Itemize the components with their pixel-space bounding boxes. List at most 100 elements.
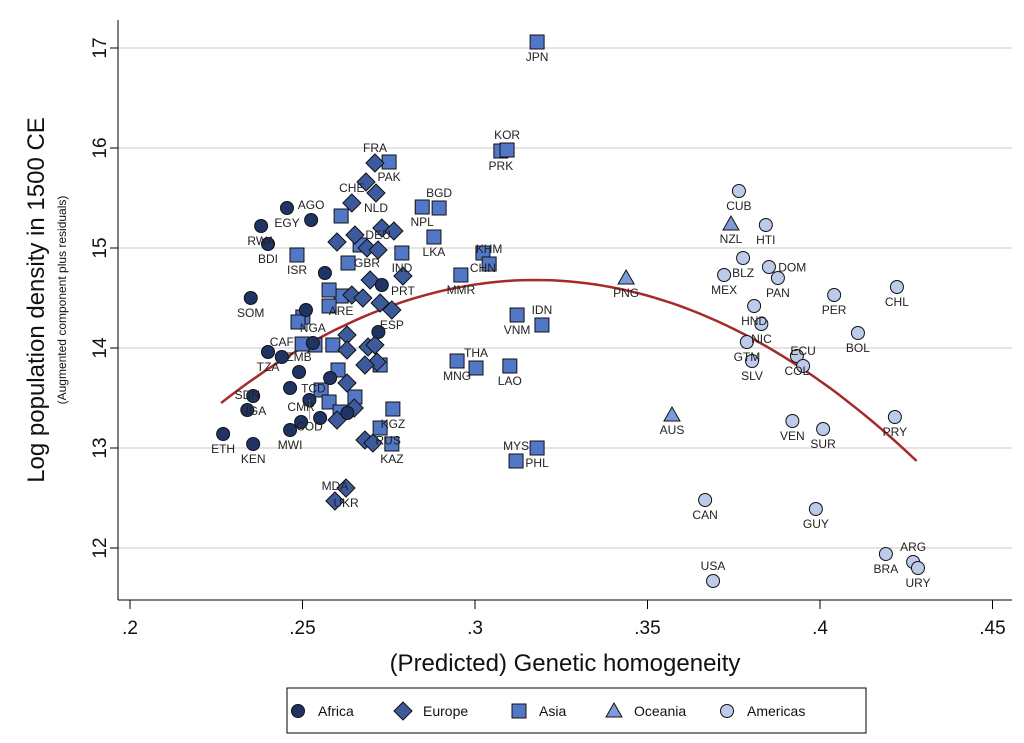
point-label: ISR — [287, 263, 307, 277]
point-label: SUR — [810, 437, 836, 451]
point-asia — [372, 420, 388, 436]
point-americas — [761, 260, 776, 274]
legend-label: Americas — [747, 703, 805, 719]
point-europe — [325, 491, 345, 511]
point-label: EGY — [274, 216, 299, 230]
point-label: PER — [822, 303, 847, 317]
circle-icon — [720, 704, 734, 718]
point-africa — [240, 403, 255, 417]
point-europe — [370, 293, 390, 313]
point-label: KAZ — [380, 452, 403, 466]
point-label: COD — [296, 420, 323, 434]
point-label: CHL — [885, 295, 909, 309]
point-oceania — [722, 214, 740, 231]
point-americas — [770, 271, 785, 285]
point-asia — [534, 317, 550, 333]
triangle-icon — [605, 701, 623, 718]
point-label: HND — [741, 314, 767, 328]
y-tick-label: 15 — [90, 237, 111, 258]
point-label: COL — [785, 364, 810, 378]
point-label: UKR — [333, 496, 359, 510]
point-label: CAN — [692, 508, 717, 522]
point-label: KGZ — [381, 417, 406, 431]
point-label: IND — [392, 261, 413, 275]
point-label: MNG — [443, 369, 471, 383]
point-label: LKA — [423, 245, 446, 259]
point-label: GUY — [803, 517, 829, 531]
point-label: JPN — [526, 50, 549, 64]
point-americas — [889, 280, 904, 294]
point-africa — [374, 278, 389, 292]
point-label: HTI — [756, 233, 775, 247]
point-europe — [342, 193, 362, 213]
point-label: ECU — [790, 344, 815, 358]
point-asia — [426, 229, 442, 245]
point-europe — [356, 172, 376, 192]
point-label: RWA — [247, 234, 274, 248]
y-tick-label: 17 — [90, 37, 111, 58]
point-africa — [317, 266, 332, 280]
point-oceania — [617, 268, 635, 285]
x-tick-label: .35 — [634, 618, 660, 639]
point-europe — [384, 221, 404, 241]
point-label: AUS — [660, 423, 685, 437]
x-tick-label: .4 — [812, 618, 828, 639]
point-europe — [360, 270, 380, 290]
point-africa — [243, 291, 258, 305]
point-label: MMR — [447, 283, 476, 297]
point-label: DOM — [778, 261, 806, 275]
point-asia — [502, 358, 518, 374]
point-label: ESP — [380, 318, 404, 332]
point-asia — [313, 382, 329, 398]
legend-label: Africa — [318, 703, 354, 719]
point-asia — [325, 337, 341, 353]
point-europe — [368, 240, 388, 260]
point-asia — [394, 245, 410, 261]
point-americas — [698, 493, 713, 507]
legend: Africa Europe Asia Oceania Americas — [286, 687, 867, 734]
point-label: BOL — [846, 341, 870, 355]
point-asia — [449, 353, 465, 369]
point-africa — [304, 213, 319, 227]
point-africa — [279, 201, 294, 215]
point-europe — [336, 478, 356, 498]
point-label: USA — [701, 559, 726, 573]
point-label: KOR — [494, 128, 520, 142]
legend-item-europe: Europe — [393, 701, 468, 721]
y-tick-label: 13 — [90, 437, 111, 458]
point-label: MEX — [711, 283, 737, 297]
point-europe — [345, 225, 365, 245]
point-europe — [365, 153, 385, 173]
point-americas — [736, 251, 751, 265]
point-label: KHM — [476, 242, 503, 256]
diamond-icon — [393, 701, 413, 721]
point-africa — [283, 381, 298, 395]
x-tick-label: .45 — [979, 618, 1005, 639]
point-africa — [340, 406, 355, 420]
point-africa — [261, 345, 275, 359]
y-axis-subtitle: (Augmented component plus residuals) — [55, 196, 69, 405]
point-label: BDI — [258, 252, 278, 266]
point-africa — [254, 219, 269, 233]
point-africa — [371, 325, 386, 339]
point-label: ARE — [329, 304, 354, 318]
point-label: NLD — [364, 201, 388, 215]
point-label: VEN — [780, 429, 805, 443]
x-axis-title: (Predicted) Genetic homogeneity — [390, 650, 741, 677]
legend-item-oceania: Oceania — [605, 701, 686, 719]
point-asia — [340, 255, 356, 271]
point-africa — [292, 365, 307, 379]
point-label: DEU — [365, 228, 390, 242]
point-label: ZMB — [286, 350, 311, 364]
point-label: CUB — [726, 199, 751, 213]
point-americas — [758, 218, 773, 232]
point-label: CAF — [270, 335, 294, 349]
point-label: CMR — [287, 400, 315, 414]
point-asia — [414, 199, 430, 215]
point-europe — [365, 335, 385, 355]
point-label: IDN — [532, 303, 553, 317]
point-label: GTM — [734, 350, 761, 364]
point-africa — [298, 303, 313, 317]
point-label: ETH — [211, 442, 235, 456]
point-americas — [887, 410, 902, 424]
